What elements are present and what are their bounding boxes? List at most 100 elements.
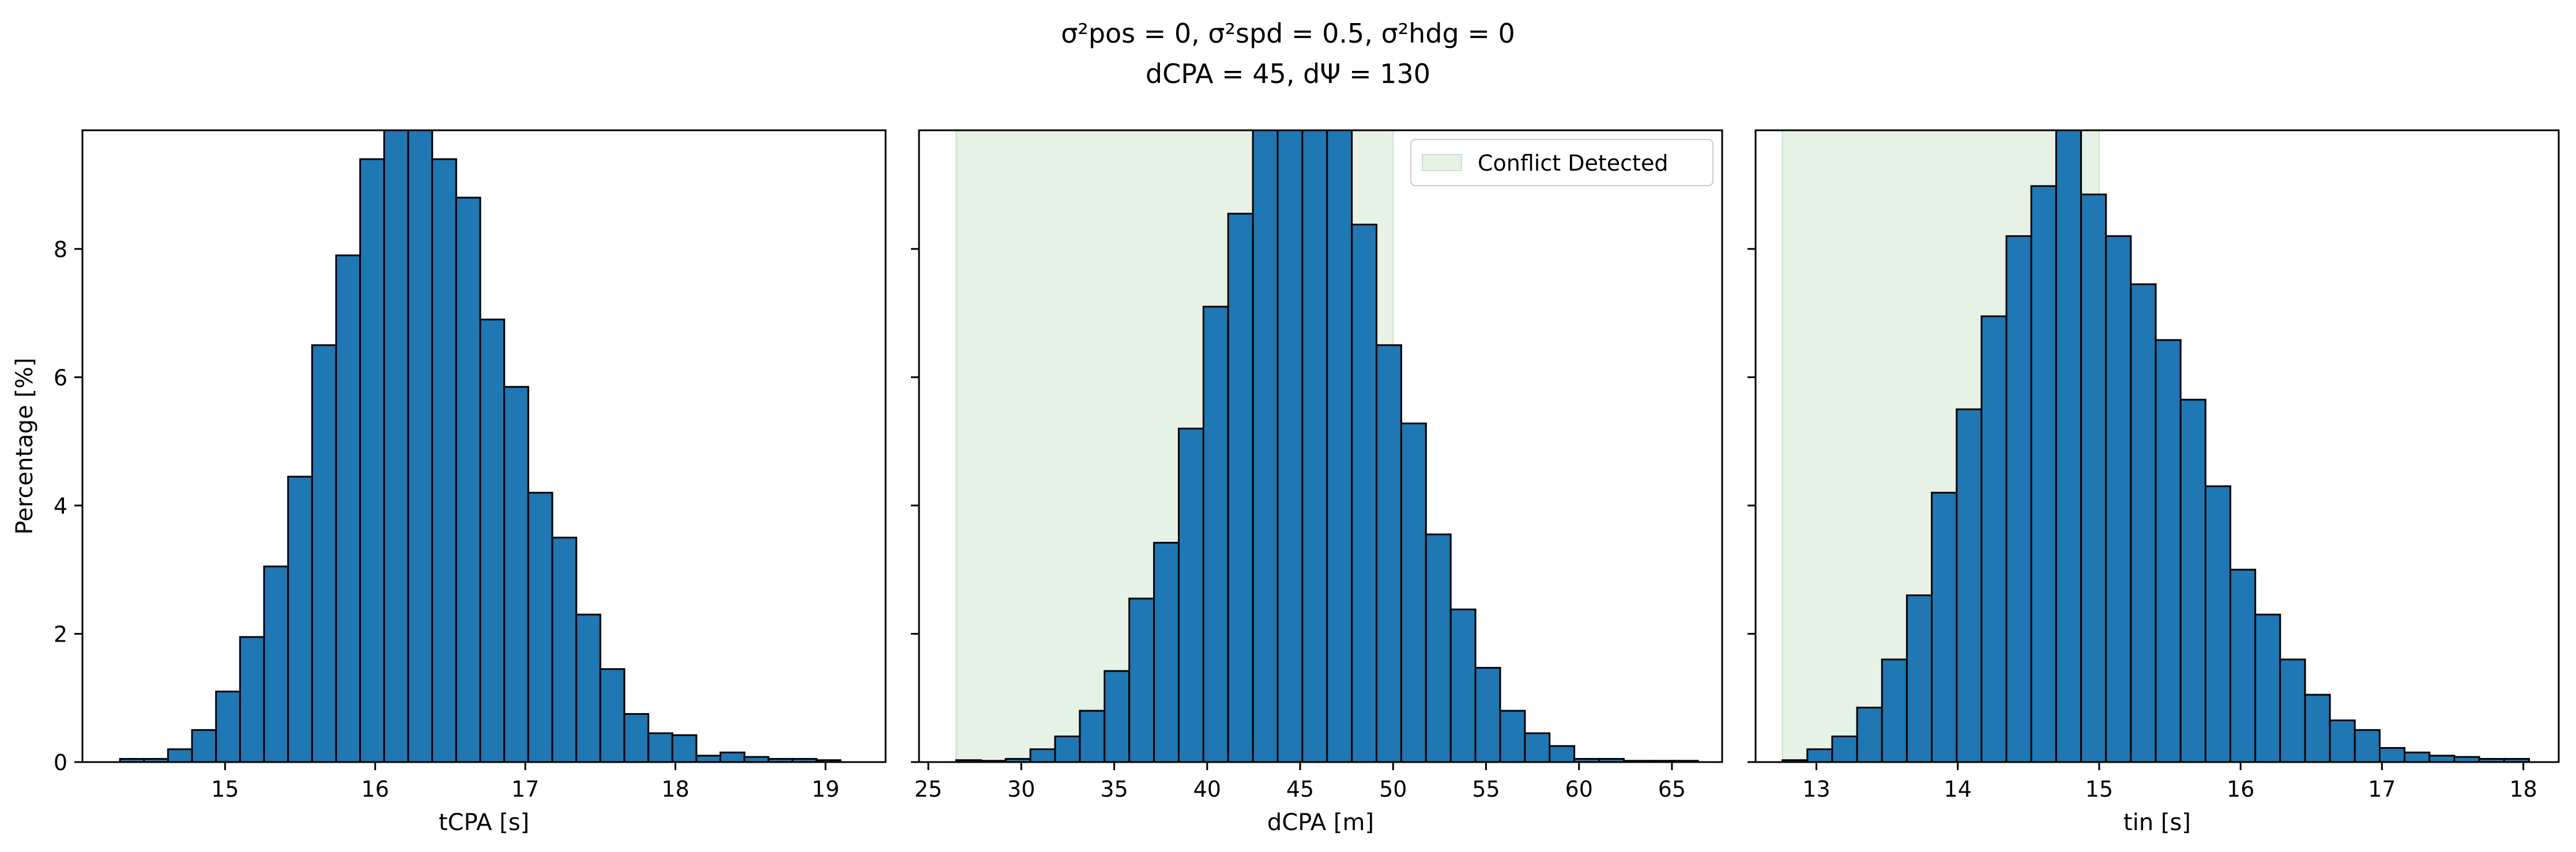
histogram-bar <box>431 158 457 762</box>
histogram-bar <box>2204 485 2232 762</box>
histogram-bar <box>671 734 698 762</box>
x-axis-label: dCPA [m] <box>1267 809 1374 836</box>
legend-label: Conflict Detected <box>1478 150 1668 176</box>
y-tick-label: 4 <box>54 493 67 519</box>
histogram-bar <box>1400 422 1427 762</box>
histogram-bar <box>647 732 673 762</box>
histogram-bar <box>2005 235 2032 762</box>
histogram-bar <box>2179 398 2206 762</box>
panel-1: 15 16 17 18 19 0 2 4 6 8 tCPA [s] <box>54 129 887 836</box>
y-tick-label: 0 <box>54 750 67 775</box>
x-tick-label: 16 <box>361 776 389 802</box>
histogram-bar <box>503 386 529 762</box>
axes-frame <box>1754 129 2560 763</box>
histogram-bar <box>2304 693 2331 762</box>
legend-box <box>1410 139 1713 186</box>
histogram-bar <box>1524 732 1551 762</box>
histogram-bar <box>1905 594 1933 762</box>
histogram-bar <box>479 318 506 762</box>
axes-frame <box>918 129 1723 763</box>
histogram-bar <box>695 755 722 762</box>
histogram-bar <box>359 158 385 762</box>
x-tick-label: 15 <box>211 776 239 802</box>
x-tick-label: 19 <box>812 776 839 802</box>
histogram-bar <box>215 691 241 762</box>
x-tick-label: 17 <box>511 776 539 802</box>
histogram-bar <box>2379 747 2406 762</box>
histogram-bar <box>2030 185 2057 762</box>
histogram-bar <box>1202 306 1229 762</box>
histogram-bar <box>2130 283 2157 762</box>
histogram-bar <box>1029 748 1056 762</box>
histogram-bar <box>1856 706 1883 762</box>
histogram-bar <box>1474 666 1501 762</box>
x-axis-label: tin [s] <box>2123 809 2191 836</box>
histogram-bar <box>1881 658 1908 762</box>
histogram-bar <box>1449 608 1477 762</box>
histogram-bar <box>2353 729 2381 762</box>
histogram-bar <box>2279 658 2306 762</box>
x-tick-label: 35 <box>1100 776 1128 802</box>
histogram-bar <box>815 759 842 762</box>
histogram-bar <box>455 197 481 762</box>
suptitle-line-2: dCPA = 45, dΨ = 130 <box>1146 58 1430 89</box>
histogram-bar <box>335 254 361 762</box>
x-tick-label: 60 <box>1565 776 1593 802</box>
x-tick-label: 18 <box>661 776 689 802</box>
axes-frame <box>81 129 887 763</box>
x-tick-label: 14 <box>1944 776 1972 802</box>
histogram-bar <box>1351 224 1378 762</box>
x-tick-label: 17 <box>2368 776 2396 802</box>
legend-swatch <box>1422 154 1462 171</box>
histogram-bar <box>2229 568 2257 762</box>
histogram-bar <box>2404 751 2431 762</box>
x-tick-label: 50 <box>1379 776 1407 802</box>
x-tick-label: 25 <box>914 776 942 802</box>
histogram-bar <box>167 748 193 762</box>
y-tick-label: 6 <box>54 365 67 390</box>
histogram-bar <box>1079 710 1106 762</box>
x-tick-label: 65 <box>1658 776 1686 802</box>
x-tick-label: 40 <box>1193 776 1221 802</box>
panel-2: 25 30 35 40 45 50 55 60 65 dCPA [m] Conflict Detec… <box>911 129 1723 836</box>
histogram-bar <box>1128 597 1155 762</box>
histogram-bar <box>1931 492 1958 762</box>
x-tick-label: 13 <box>1802 776 1830 802</box>
histogram-bar <box>2080 193 2107 762</box>
histogram-bar <box>1980 315 2008 762</box>
histogram-bar <box>239 636 265 762</box>
histogram-bar <box>1301 130 1328 762</box>
legend: Conflict Detected <box>1410 139 1713 186</box>
y-tick-label: 8 <box>54 237 67 262</box>
histogram-bar <box>1252 130 1279 762</box>
histogram-bar <box>1806 748 1833 762</box>
histogram-bar <box>1326 130 1353 762</box>
histogram-bar <box>2155 339 2182 762</box>
histogram-bar <box>2105 235 2132 762</box>
x-axis-label: tCPA [s] <box>439 809 529 836</box>
plot-area <box>955 130 1699 762</box>
histogram-bar <box>720 751 745 762</box>
histogram-bar <box>1153 541 1180 762</box>
histogram-bar <box>2428 755 2456 762</box>
x-tick-label: 55 <box>1472 776 1500 802</box>
histogram-bar <box>2254 613 2281 762</box>
suptitle: σ²pos = 0, σ²spd = 0.5, σ²hdg = 0 dCPA =… <box>1061 18 1515 89</box>
histogram-bar <box>1227 213 1254 762</box>
histogram-bar <box>2329 719 2356 762</box>
histogram-bar <box>1177 427 1204 762</box>
histogram-bar <box>1054 735 1081 762</box>
histogram-bar <box>599 668 626 762</box>
plot-area <box>119 130 842 762</box>
histogram-bar <box>1376 344 1402 762</box>
plot-area <box>1782 130 2530 762</box>
suptitle-line-1: σ²pos = 0, σ²spd = 0.5, σ²hdg = 0 <box>1061 18 1515 49</box>
histogram-bar <box>551 537 578 762</box>
histogram-bar <box>311 344 337 762</box>
x-tick-label: 16 <box>2227 776 2254 802</box>
histogram-bar <box>1276 130 1304 762</box>
x-tick-label: 18 <box>2510 776 2537 802</box>
x-tick-label: 30 <box>1007 776 1035 802</box>
histogram-bar <box>1499 710 1526 762</box>
